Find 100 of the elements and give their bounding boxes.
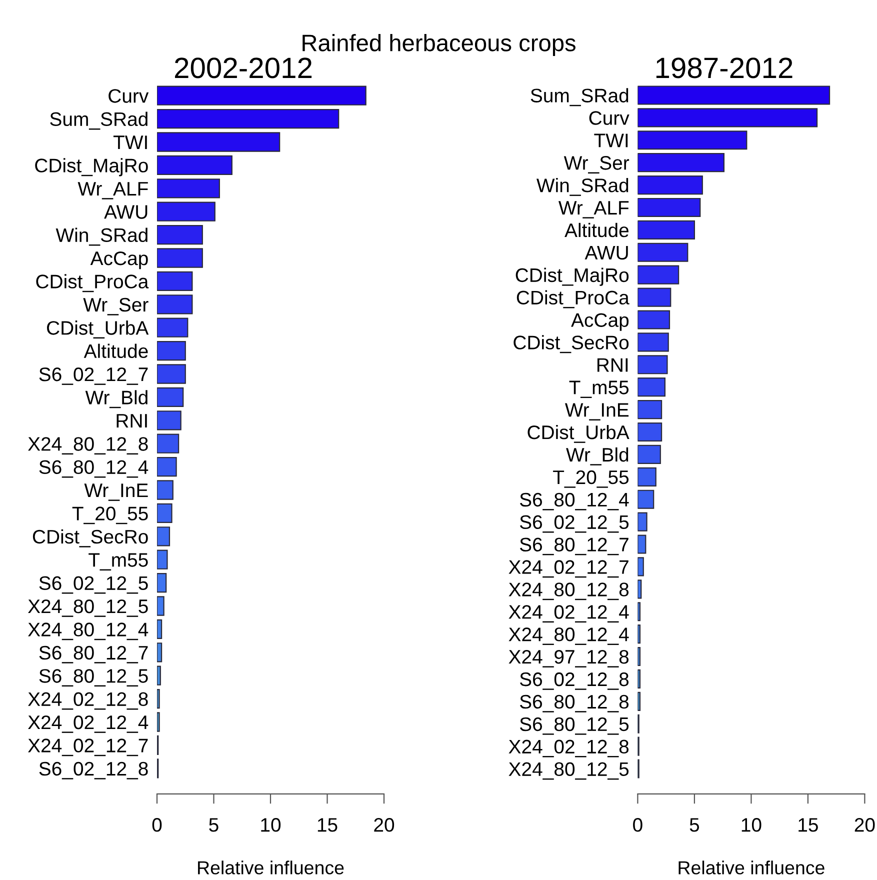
bar — [638, 332, 669, 352]
bar — [638, 490, 654, 509]
y-tick-label: CDist_MajRo — [516, 268, 629, 286]
y-tick-label: X24_80_12_8 — [508, 582, 629, 600]
y-tick-label: S6_80_12_8 — [520, 694, 629, 712]
y-tick-label: S6_80_12_4 — [39, 460, 148, 478]
y-tick-label: AWU — [104, 205, 148, 219]
y-tick-label: S6_02_12_5 — [520, 515, 629, 533]
y-tick-label: TWI — [594, 134, 628, 148]
y-tick-label: S6_02_12_5 — [39, 576, 148, 594]
y-tick-label: TWI — [113, 136, 147, 150]
bar — [157, 387, 184, 408]
bar — [157, 224, 203, 245]
bar — [638, 692, 641, 711]
y-tick-label: S6_02_12_8 — [520, 672, 629, 690]
bar — [157, 248, 203, 268]
y-tick-label: Wr_Bld — [85, 390, 148, 408]
bar — [638, 400, 662, 420]
y-tick-label: X24_02_12_4 — [508, 605, 629, 623]
y-tick-label: CDist_SecRo — [32, 529, 148, 548]
y-tick-label: T_20_55 — [72, 506, 148, 524]
y-tick-label: Wr_ALF — [78, 182, 148, 200]
bar — [638, 467, 656, 486]
y-tick-label: T_m55 — [569, 380, 629, 398]
y-tick-label: Sum_SRad — [530, 88, 628, 106]
y-tick-label: X24_02_12_4 — [28, 715, 148, 733]
y-tick-label: S6_80_12_7 — [520, 538, 628, 556]
y-tick-label: Curv — [589, 111, 630, 125]
bar — [157, 712, 160, 732]
y-tick-label: X24_02_12_8 — [28, 692, 148, 710]
bar — [638, 153, 725, 172]
y-tick-label: S6_02_12_7 — [39, 367, 148, 385]
y-tick-label: X24_80_12_8 — [28, 437, 148, 455]
x-tick-label: 20 — [854, 818, 875, 832]
y-tick-label: Wr_InE — [564, 403, 629, 420]
y-tick-label: Wr_Ser — [83, 298, 148, 316]
y-tick-label: X24_97_12_8 — [508, 650, 629, 668]
bar — [638, 444, 661, 464]
bar — [638, 242, 688, 262]
x-tick-label: 0 — [152, 818, 162, 832]
bar — [157, 86, 366, 106]
y-tick-label: CDist_SecRo — [514, 335, 629, 354]
bar — [638, 624, 641, 644]
y-tick-label: X24_80_12_5 — [28, 599, 148, 617]
bar — [638, 198, 701, 218]
y-tick-label: CDist_UrbA — [528, 424, 630, 443]
y-tick-label: S6_80_12_7 — [39, 646, 148, 664]
y-tick-label: X24_02_12_7 — [28, 738, 148, 756]
bar — [638, 557, 644, 576]
y-tick-label: RNI — [597, 358, 628, 372]
x-axis-title: Relative influence — [198, 860, 344, 874]
bar — [638, 220, 696, 240]
bar — [157, 108, 340, 129]
y-tick-label: X24_80_12_4 — [28, 622, 148, 640]
y-tick-label: S6_80_12_5 — [520, 717, 629, 735]
text: Rainfed herbaceous crops — [302, 34, 576, 56]
y-tick-label: X24_80_12_5 — [508, 762, 629, 780]
y-tick-label: Wr_Bld — [566, 447, 628, 466]
y-tick-label: X24_80_12_4 — [508, 628, 629, 645]
bar — [638, 378, 666, 397]
bar — [157, 526, 170, 546]
bar — [157, 456, 177, 477]
x-tick-label: 5 — [209, 818, 218, 832]
y-tick-label: Wr_InE — [84, 484, 148, 501]
x-tick-label: 15 — [798, 818, 818, 832]
y-tick-label: S6_80_12_4 — [520, 492, 629, 510]
y-tick-label: T_20_55 — [553, 470, 629, 488]
bar — [638, 669, 641, 689]
y-tick-label: Altitude — [84, 344, 148, 358]
bar — [157, 596, 164, 616]
bar — [157, 666, 161, 686]
bar — [638, 175, 703, 195]
bar — [638, 265, 680, 284]
bar — [638, 534, 646, 554]
y-tick-label: Wr_ALF — [558, 201, 629, 218]
y-tick-label: CDist_UrbA — [47, 320, 149, 339]
bar — [157, 318, 188, 338]
chart-subtitle: 2002-2012 — [174, 58, 312, 78]
x-axis-title: Relative influence — [678, 860, 824, 874]
bar — [157, 132, 280, 152]
bar — [638, 602, 641, 622]
bar — [157, 619, 162, 640]
x-tick-label: 20 — [374, 818, 394, 832]
y-tick-label: CDist_MajRo — [35, 158, 148, 176]
bar — [157, 434, 180, 454]
bar — [157, 294, 193, 314]
bar — [157, 271, 193, 292]
y-tick-label: AcCap — [571, 313, 629, 331]
bar — [157, 572, 167, 593]
bar — [638, 310, 670, 330]
bar — [157, 202, 216, 222]
bar — [638, 355, 668, 374]
x-tick-label: 10 — [261, 818, 281, 832]
x-tick-label: 10 — [742, 818, 762, 832]
bar — [638, 130, 748, 150]
chart-subtitle: 1987-2012 — [656, 58, 792, 78]
y-tick-label: CDist_ProCa — [36, 274, 149, 292]
bar — [157, 503, 172, 524]
y-tick-label: CDist_ProCa — [516, 290, 630, 308]
y-tick-label: Win_SRad — [56, 228, 148, 246]
